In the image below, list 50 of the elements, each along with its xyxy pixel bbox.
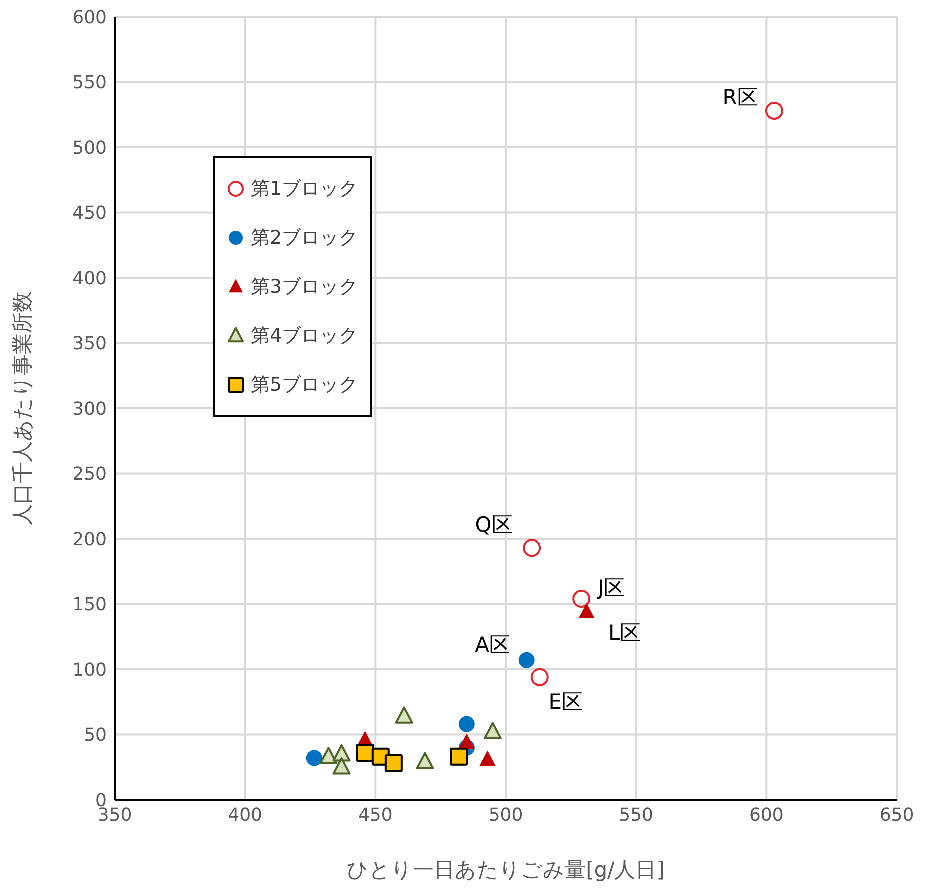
annotation: E区 <box>548 690 584 714</box>
annotation: A区 <box>475 633 511 658</box>
y-tick-label: 600 <box>72 7 107 28</box>
point <box>458 716 475 732</box>
x-tick-label: 600 <box>749 804 784 826</box>
y-tick-label: 500 <box>72 138 107 159</box>
y-tick-label: 300 <box>72 398 107 420</box>
y-tick-label: 450 <box>72 203 107 224</box>
x-tick-label: 650 <box>880 804 914 826</box>
y-tick-label: 200 <box>72 529 107 550</box>
y-tick-label: 400 <box>72 268 107 290</box>
y-tick-label: 250 <box>72 464 107 486</box>
point <box>572 590 591 608</box>
point <box>518 652 535 668</box>
x-tick-label: 500 <box>488 804 524 826</box>
x-axis-title: ひとり一日あたりごみ量[g/人日] <box>347 858 665 882</box>
point <box>480 750 496 766</box>
annotation: Q区 <box>475 512 513 537</box>
point <box>523 539 542 558</box>
y-tick-label: 150 <box>72 594 107 616</box>
point <box>450 748 468 766</box>
y-tick-label: 100 <box>72 660 107 681</box>
point <box>332 744 351 762</box>
legend-label: 第5ブロック <box>251 372 358 398</box>
y-axis-title: 人口千人あたり事業所数 <box>10 292 35 526</box>
point <box>458 734 475 749</box>
x-tick-label: 400 <box>228 804 263 826</box>
point <box>578 603 595 618</box>
point <box>530 668 549 686</box>
point <box>416 752 434 770</box>
annotation: J区 <box>596 576 626 600</box>
point <box>395 706 414 724</box>
y-tick-label: 550 <box>72 72 107 94</box>
y-tick-label: 50 <box>84 725 107 746</box>
x-tick-label: 450 <box>358 804 393 826</box>
legend-label: 第3ブロック <box>251 274 358 300</box>
legend-label: 第4ブロック <box>251 324 358 348</box>
point <box>320 747 338 764</box>
point <box>306 750 322 766</box>
annotation: R区 <box>722 86 758 110</box>
legend-label: 第2ブロック <box>251 226 358 250</box>
annotation: L区 <box>608 620 642 645</box>
point <box>765 102 784 120</box>
point <box>332 758 351 775</box>
point <box>356 744 374 762</box>
y-tick-label: 350 <box>72 334 107 355</box>
point <box>484 722 502 740</box>
legend-label: 第1ブロック <box>251 176 358 202</box>
point <box>384 754 403 772</box>
x-tick-label: 550 <box>619 804 654 826</box>
